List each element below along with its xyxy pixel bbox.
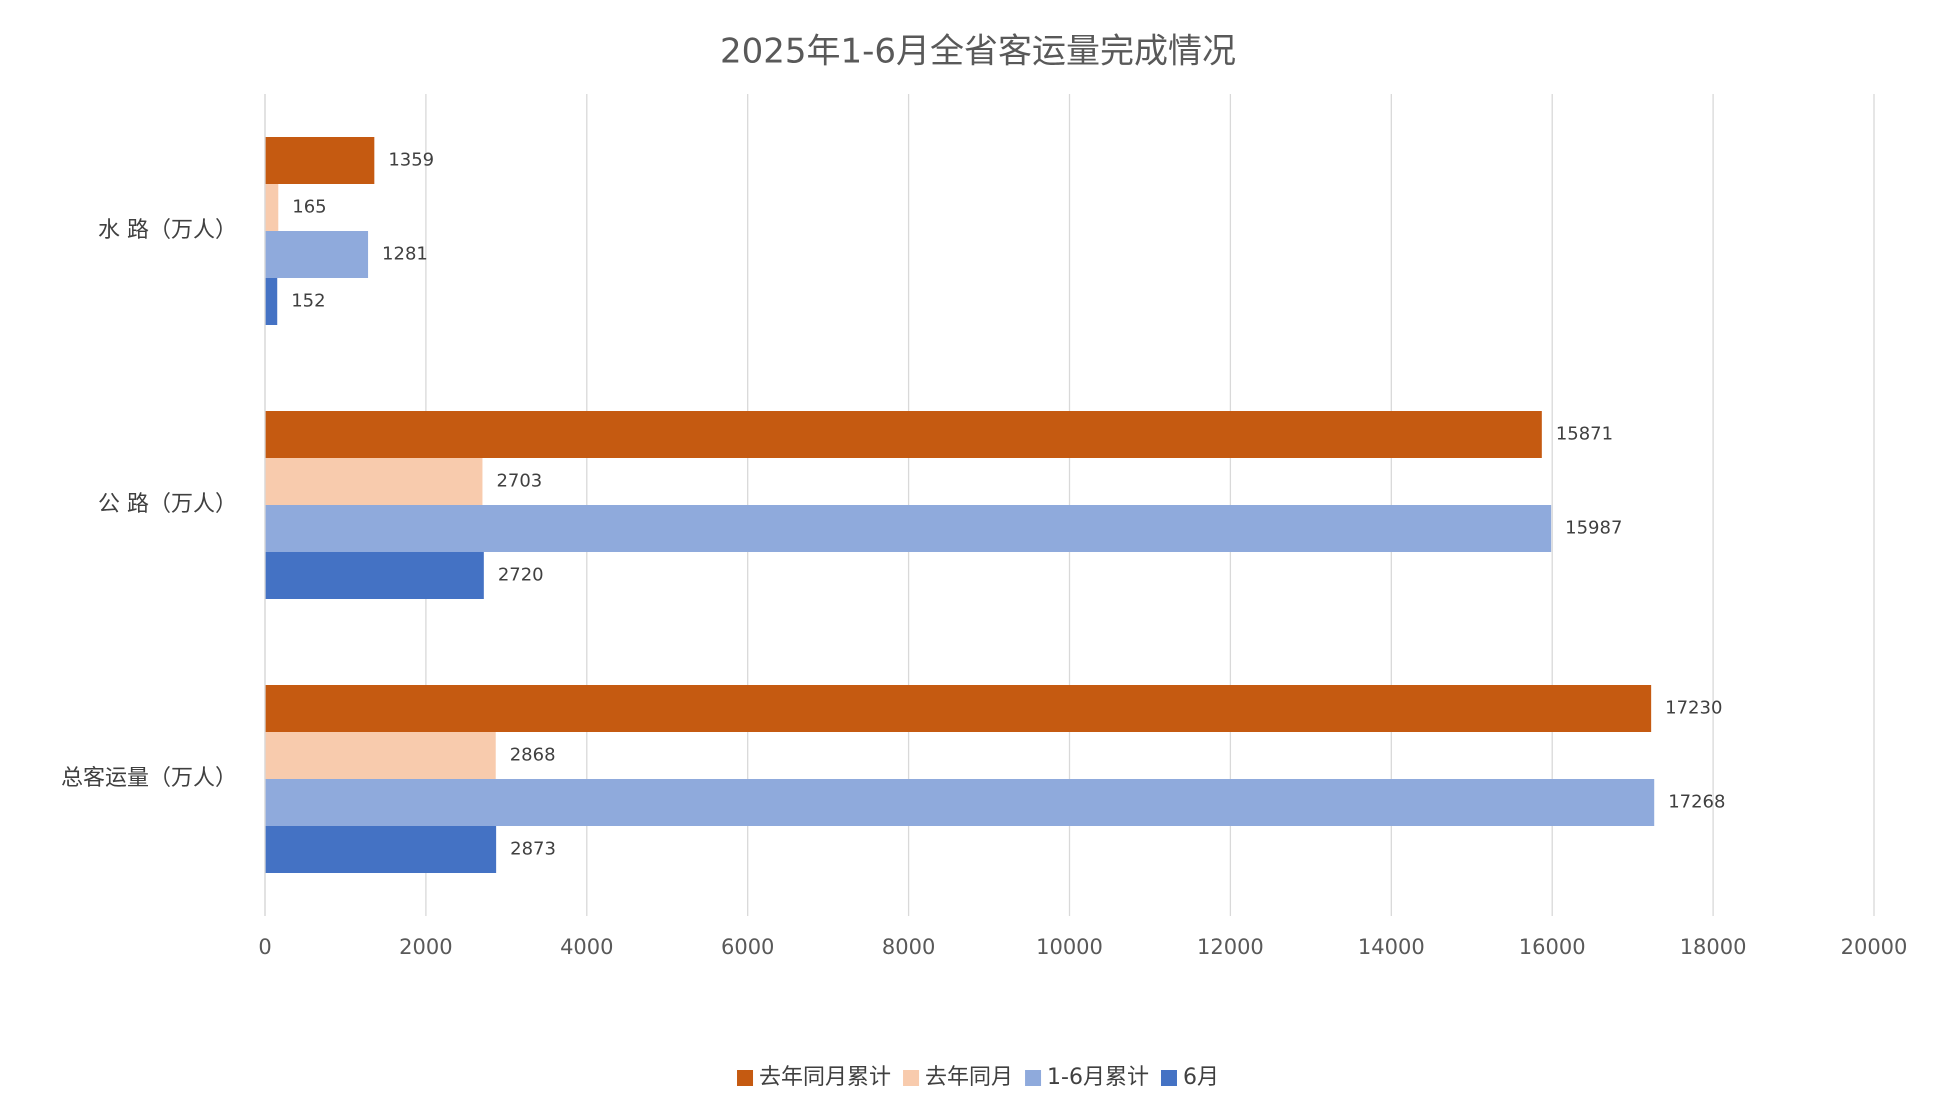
legend-label: 去年同月	[925, 1065, 1013, 1090]
bar	[265, 685, 1652, 732]
legend-swatch	[1025, 1070, 1042, 1086]
data-label: 2703	[496, 471, 542, 492]
x-tick-label: 0	[258, 935, 271, 959]
bar	[265, 552, 484, 599]
legend-swatch	[737, 1070, 754, 1086]
data-label: 1281	[382, 244, 428, 265]
legend-label: 1-6月累计	[1047, 1065, 1149, 1090]
bar	[265, 505, 1552, 552]
chart-title: 2025年1-6月全省客运量完成情况	[720, 32, 1236, 72]
x-tick-label: 2000	[399, 935, 452, 959]
data-label: 17268	[1668, 792, 1725, 813]
bar	[265, 278, 278, 325]
x-tick-label: 20000	[1841, 935, 1908, 959]
legend-label: 去年同月累计	[759, 1065, 891, 1090]
bar	[265, 411, 1542, 458]
x-tick-label: 18000	[1680, 935, 1747, 959]
legend-label: 6月	[1183, 1065, 1219, 1090]
data-label: 2873	[510, 839, 556, 860]
bar	[265, 137, 375, 184]
x-tick-label: 16000	[1519, 935, 1586, 959]
data-label: 152	[291, 291, 325, 312]
bar	[265, 826, 497, 873]
x-tick-label: 4000	[560, 935, 613, 959]
data-label: 1359	[388, 150, 434, 171]
bar	[265, 231, 369, 278]
bar	[265, 458, 483, 505]
y-tick-label: 水 路（万人）	[98, 218, 237, 243]
bar	[265, 732, 496, 779]
x-tick-label: 12000	[1197, 935, 1264, 959]
x-tick-label: 6000	[721, 935, 774, 959]
x-tick-label: 14000	[1358, 935, 1425, 959]
data-label: 15987	[1565, 518, 1622, 539]
bar	[265, 184, 279, 231]
x-tick-label: 10000	[1036, 935, 1103, 959]
data-label: 2868	[510, 745, 556, 766]
data-label: 15871	[1556, 424, 1613, 445]
legend-swatch	[903, 1070, 920, 1086]
y-tick-label: 总客运量（万人）	[61, 766, 237, 791]
data-label: 2720	[498, 565, 544, 586]
legend-swatch	[1160, 1070, 1177, 1086]
x-tick-label: 8000	[882, 935, 935, 959]
y-tick-label: 公 路（万人）	[98, 492, 237, 517]
data-label: 165	[292, 197, 326, 218]
bar	[265, 779, 1655, 826]
data-label: 17230	[1665, 698, 1722, 719]
